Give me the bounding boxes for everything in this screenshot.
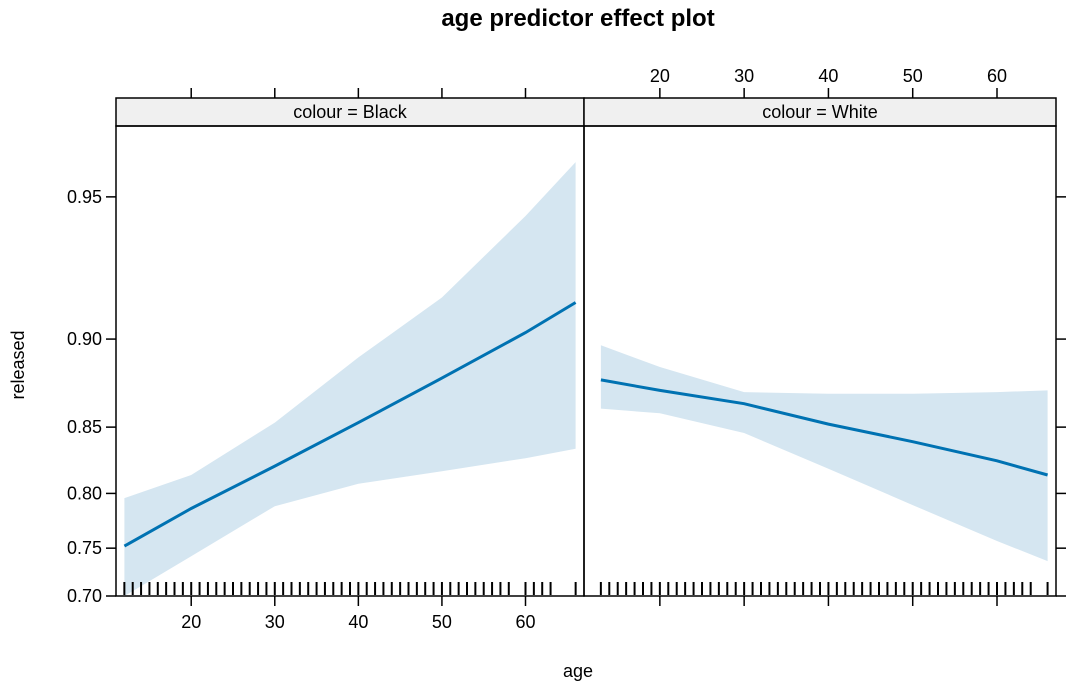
panel-frame — [583, 125, 1057, 597]
x-tick-label: 30 — [265, 612, 285, 632]
fit-line — [600, 378, 1049, 477]
x-tick-label: 40 — [348, 612, 368, 632]
fit-line — [123, 301, 577, 548]
x-tick-label: 20 — [181, 612, 201, 632]
y-axis-label: released — [8, 330, 28, 399]
axes-layer: 20 30 40 50 60 20 30 40 50 60 0.70 0.75 0.80 0.85 0.90… — [67, 66, 1066, 632]
y-tick-label: 0.90 — [67, 329, 102, 349]
x-tick-label: 50 — [903, 66, 923, 86]
x-tick-label: 60 — [515, 612, 535, 632]
panel-strip — [583, 97, 1057, 127]
x-tick-label: 60 — [987, 66, 1007, 86]
strip-label: colour = White — [762, 102, 878, 122]
panel-strip — [115, 97, 585, 127]
x-tick-label: 50 — [432, 612, 452, 632]
panel-white: colour = White — [583, 97, 1057, 597]
y-tick-label: 0.70 — [67, 586, 102, 606]
y-tick-label: 0.85 — [67, 417, 102, 437]
chart-title: age predictor effect plot — [441, 5, 714, 32]
rug — [123, 582, 577, 595]
y-tick-label: 0.75 — [67, 538, 102, 558]
y-tick-label: 0.80 — [67, 483, 102, 503]
panel-black: colour = Black — [115, 97, 585, 597]
x-tick-label: 20 — [650, 66, 670, 86]
x-tick-label: 40 — [818, 66, 838, 86]
panels-layer: colour = Black colour = White — [115, 97, 1057, 597]
x-axis-label: age — [563, 661, 593, 681]
confidence-band — [600, 345, 1048, 562]
x-tick-label: 30 — [734, 66, 754, 86]
strip-label: colour = Black — [293, 102, 408, 122]
confidence-band — [124, 162, 576, 596]
y-tick-label: 0.95 — [67, 187, 102, 207]
rug — [599, 582, 1049, 595]
